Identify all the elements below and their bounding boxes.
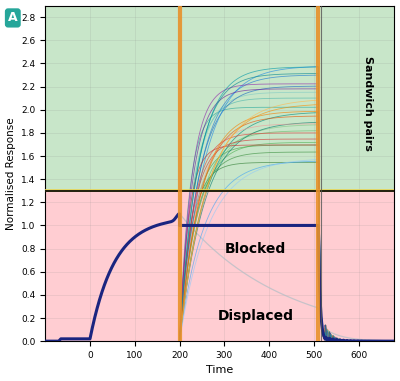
Y-axis label: Normalised Response: Normalised Response xyxy=(6,117,16,230)
Bar xyxy=(45,191,394,341)
X-axis label: Time: Time xyxy=(206,365,234,375)
Text: Sandwich pairs: Sandwich pairs xyxy=(362,56,372,151)
Text: Displaced: Displaced xyxy=(218,309,294,323)
Text: Blocked: Blocked xyxy=(225,242,286,256)
Bar xyxy=(45,189,394,192)
Text: A: A xyxy=(8,11,18,24)
Bar xyxy=(45,6,394,191)
